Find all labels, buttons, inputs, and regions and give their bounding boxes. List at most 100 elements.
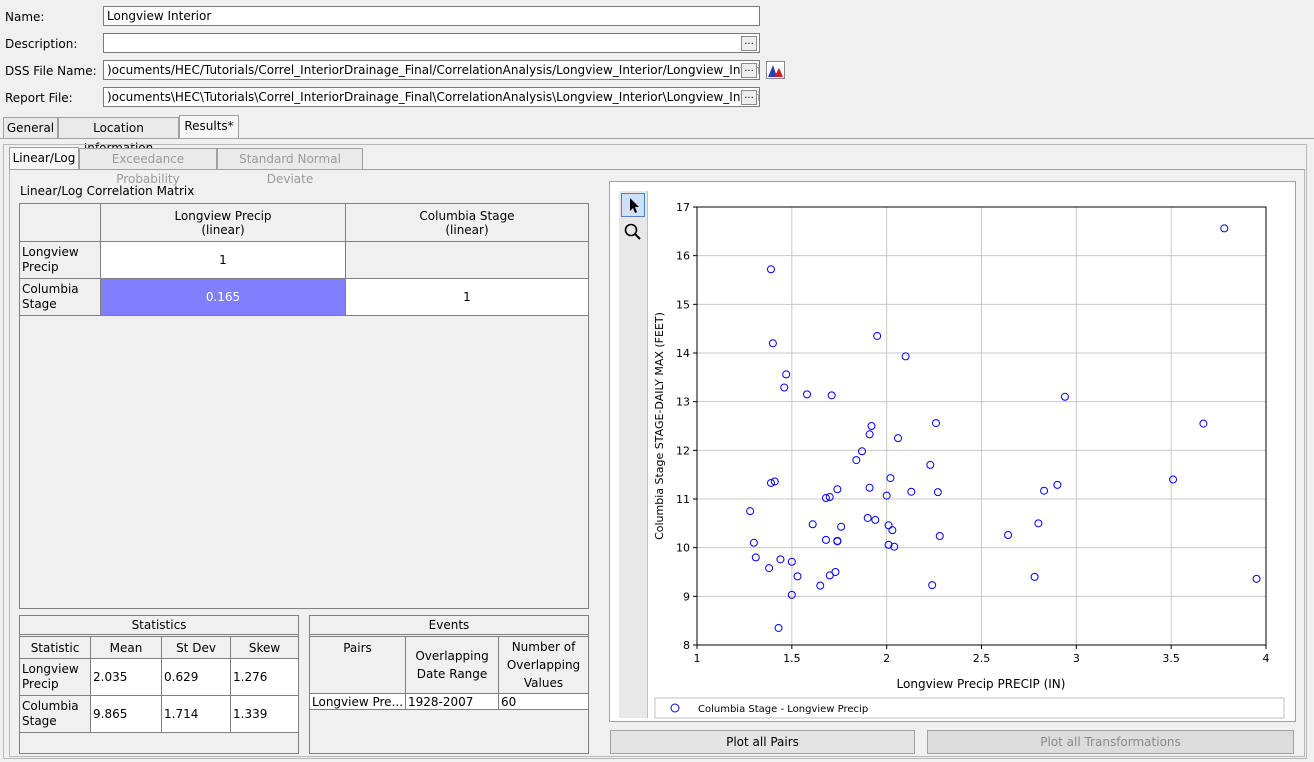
tab-location-information[interactable]: Location Information <box>58 117 179 155</box>
data-point[interactable] <box>928 581 937 590</box>
data-point[interactable] <box>766 265 775 274</box>
data-point[interactable] <box>787 590 796 599</box>
report-file-input[interactable]: )ocuments\HEC\Tutorials\Correl_InteriorD… <box>103 87 760 107</box>
data-point[interactable] <box>770 477 779 486</box>
data-point[interactable] <box>765 564 774 573</box>
data-point[interactable] <box>751 553 760 562</box>
correlation-matrix[interactable]: Longview Precip (linear) Columbia Stage (l… <box>19 203 589 316</box>
data-point[interactable] <box>865 483 874 492</box>
scatter-chart[interactable]: 1 1.5 2 2.5 3 3.5 4 8 9 10 11 12 13 14 15 16 17 Longvie… <box>649 192 1294 720</box>
data-point[interactable] <box>782 370 791 379</box>
statistics-table[interactable]: Statistic Mean St Dev Skew Longview Preci… <box>19 636 299 733</box>
data-point[interactable] <box>865 430 874 439</box>
data-point[interactable] <box>821 535 830 544</box>
data-point[interactable] <box>825 493 834 502</box>
scatter-points[interactable] <box>746 224 1261 632</box>
data-point[interactable] <box>852 456 861 465</box>
data-point[interactable] <box>749 538 758 547</box>
data-point[interactable] <box>821 494 830 503</box>
data-point[interactable] <box>884 521 893 530</box>
data-point[interactable] <box>890 542 899 551</box>
data-point[interactable] <box>1169 475 1178 484</box>
data-point[interactable] <box>816 581 825 590</box>
data-point[interactable] <box>901 352 910 361</box>
data-point[interactable] <box>894 434 903 443</box>
data-point[interactable] <box>766 478 775 487</box>
data-point[interactable] <box>831 568 840 576</box>
data-point[interactable] <box>884 540 893 549</box>
row-header-line1: Columbia <box>22 282 79 296</box>
data-point[interactable] <box>787 557 796 566</box>
tab-results[interactable]: Results* <box>179 115 239 139</box>
data-point[interactable] <box>882 491 891 500</box>
table-row[interactable]: Longview Pre... 1928-2007 60 <box>308 693 589 710</box>
report-browse-button[interactable]: ... <box>741 90 757 105</box>
data-point[interactable] <box>780 383 789 392</box>
data-point[interactable] <box>825 571 834 580</box>
data-point[interactable] <box>746 507 755 516</box>
x-axis: 1 1.5 2 2.5 3 3.5 4 <box>694 645 1270 665</box>
data-point[interactable] <box>886 474 895 483</box>
events-table[interactable]: Pairs Overlapping Date Range Number of O… <box>308 636 589 710</box>
data-point[interactable] <box>873 331 882 340</box>
data-point[interactable] <box>1034 519 1043 528</box>
x-tick-label: 4 <box>1263 652 1270 665</box>
tab-general[interactable]: General <box>3 117 58 138</box>
matrix-cell[interactable]: 1 <box>100 241 346 279</box>
subtab-linear-log[interactable]: Linear/Log <box>9 147 79 169</box>
dss-file-input[interactable]: )ocuments/HEC/Tutorials/Correl_InteriorD… <box>103 60 760 80</box>
data-point[interactable] <box>793 572 802 581</box>
data-point[interactable] <box>1199 419 1208 428</box>
matrix-cell-selected[interactable]: 0.165 <box>100 278 346 316</box>
data-point[interactable] <box>933 488 942 497</box>
col-header-line1: Columbia Stage <box>419 208 515 223</box>
data-point[interactable] <box>867 422 876 430</box>
matrix-cell[interactable] <box>345 241 589 279</box>
data-point[interactable] <box>863 513 872 522</box>
matrix-cell[interactable]: 1 <box>345 278 589 316</box>
table-row[interactable]: Columbia Stage 9.865 1.714 1.339 <box>19 695 299 733</box>
dss-viewer-icon[interactable] <box>766 61 785 79</box>
data-point[interactable] <box>1040 486 1049 495</box>
plot-all-transformations-button[interactable]: Plot all Transformations <box>927 730 1294 754</box>
zoom-tool-button[interactable] <box>621 220 645 244</box>
description-input[interactable] <box>103 33 760 53</box>
table-row[interactable]: Longview Precip 2.035 0.629 1.276 <box>19 658 299 696</box>
data-point[interactable] <box>931 419 940 428</box>
data-point[interactable] <box>1220 224 1229 233</box>
data-point[interactable] <box>1053 480 1062 489</box>
name-input[interactable]: Longview Interior <box>103 6 760 26</box>
data-point[interactable] <box>776 555 785 564</box>
subtab-exceedance-probability[interactable]: Exceedance Probability <box>79 148 217 186</box>
stat-mean: 2.035 <box>90 658 162 696</box>
data-point[interactable] <box>907 487 916 496</box>
y-tick-label: 9 <box>683 590 690 603</box>
dss-browse-button[interactable]: ... <box>741 63 757 78</box>
data-point[interactable] <box>768 339 777 348</box>
data-point[interactable] <box>1060 392 1069 401</box>
data-point[interactable] <box>1252 574 1261 583</box>
x-tick-label: 1.5 <box>783 652 801 665</box>
data-point[interactable] <box>827 391 836 400</box>
data-point[interactable] <box>935 531 944 540</box>
y-tick-label: 11 <box>676 493 690 506</box>
plot-all-pairs-button[interactable]: Plot all Pairs <box>610 730 915 754</box>
data-point[interactable] <box>833 537 842 546</box>
x-axis-label: Longview Precip PRECIP (IN) <box>897 677 1066 691</box>
data-point[interactable] <box>888 526 897 535</box>
description-browse-button[interactable]: ... <box>741 36 757 51</box>
data-point[interactable] <box>774 623 783 632</box>
subtab-standard-normal-deviate[interactable]: Standard Normal Deviate <box>217 148 363 186</box>
cursor-arrow-icon <box>630 198 639 213</box>
data-point[interactable] <box>808 520 817 529</box>
data-point[interactable] <box>1004 531 1013 540</box>
data-point[interactable] <box>926 460 935 469</box>
data-point[interactable] <box>1030 572 1039 581</box>
pointer-tool-button[interactable] <box>621 193 645 217</box>
data-point[interactable] <box>833 485 842 494</box>
data-point[interactable] <box>803 390 812 399</box>
col-header-line2: (linear) <box>445 222 489 237</box>
data-point[interactable] <box>858 447 867 456</box>
data-point[interactable] <box>871 515 880 524</box>
data-point[interactable] <box>837 522 846 531</box>
